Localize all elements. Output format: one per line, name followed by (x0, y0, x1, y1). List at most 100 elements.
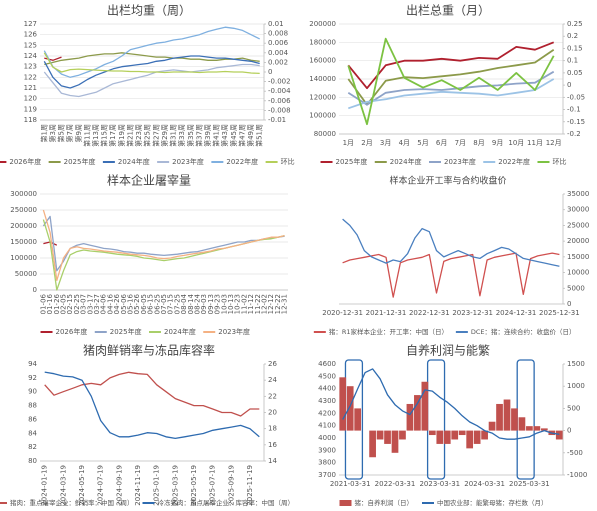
y-tick-label: 86 (28, 415, 37, 423)
y2-tick-label: 10000 (567, 269, 589, 277)
y2-tick-label: 0.01 (268, 20, 284, 28)
x-tick-label: 06-05 (140, 294, 148, 314)
y-tick-label: 127 (24, 20, 37, 28)
bar (421, 381, 429, 431)
chart-title: 样本企业屠宰量 (107, 173, 191, 188)
y-tick-label: 90 (28, 388, 37, 396)
chart-panel: 样本企业屠宰量 0 50000 100000 150000 200000 250000 300… (10, 173, 289, 337)
y2-tick-label: 15000 (567, 253, 589, 261)
y-tick-label: 4300 (318, 397, 336, 405)
bar (511, 408, 518, 431)
y2-tick-label: 20000 (567, 237, 589, 245)
x-tick-label: 2025-12-31 (539, 309, 580, 317)
x-tick-label: 10-23 (234, 294, 242, 314)
x-tick-label: 01-16 (46, 293, 54, 314)
x-tick-label: 2020-12-31 (322, 309, 363, 317)
y-tick-label: 120000 (309, 93, 336, 101)
legend-label: 2023年度 (218, 327, 250, 336)
x-tick-label: 10-03 (220, 294, 228, 314)
y-tick-label: 100000 (309, 112, 336, 120)
x-tick-label: 2025-03-19 (171, 465, 179, 506)
y2-tick-label: 14 (268, 457, 277, 465)
legend-label: 猪：R1家样本企业：开工率：中国（日） (329, 327, 448, 336)
series-line (42, 215, 285, 272)
x-tick-label: 第15周 (100, 124, 109, 147)
x-tick-label: 8月 (473, 139, 484, 147)
bar (518, 417, 526, 431)
y2-tick-label: -1000 (567, 471, 587, 479)
y-tick-label: 3700 (318, 471, 336, 479)
chart-title: 出栏均重（周） (107, 3, 191, 18)
y-tick-label: 126 (24, 31, 38, 39)
x-tick-label: 2022-12-31 (409, 309, 450, 317)
y2-tick-label: -0.05 (567, 93, 585, 101)
x-tick-label: 02-15 (66, 294, 74, 314)
x-tick-label: 11月 (527, 139, 543, 147)
legend-label: 2026年度 (56, 327, 88, 336)
y-tick-label: 200000 (10, 222, 37, 230)
y2-tick-label: 1500 (567, 360, 585, 368)
y2-tick-label: 0.1 (567, 57, 578, 65)
legend-label: 冷冻猪肉：重点屠宰企业：库容率：中国（周） (158, 498, 295, 507)
x-tick-label: 12-31 (281, 294, 289, 314)
legend-label: 2026年度 (9, 157, 41, 166)
bar (436, 430, 444, 444)
y2-tick-label: -0.002 (268, 78, 291, 86)
series-line (347, 37, 555, 126)
x-tick-label: 7月 (455, 139, 466, 147)
y-tick-label: 120 (24, 95, 37, 103)
x-tick-label: 12-02 (261, 294, 269, 314)
legend-label: 猪：自养利润（日） (355, 498, 414, 507)
x-tick-label: 第21周 (125, 124, 134, 147)
legend-label: 中国农业部：能繁母猪：存栏数（月） (437, 498, 548, 507)
legend-swatch (339, 500, 352, 506)
y2-tick-label: -0.008 (268, 106, 291, 114)
x-tick-label: 2021-03-31 (330, 480, 371, 488)
series-line (342, 368, 560, 440)
bar (428, 430, 436, 436)
x-tick-label: 第39周 (203, 124, 212, 147)
x-tick-label: 07-05 (160, 294, 168, 314)
x-tick-label: 2023-12-31 (452, 309, 493, 317)
x-tick-label: 04-06 (100, 293, 108, 314)
x-tick-label: 01-06 (39, 293, 47, 314)
x-tick-label: 第13周 (91, 124, 100, 147)
y2-tick-label: 0 (567, 300, 571, 308)
y-tick-label: 118 (24, 116, 37, 124)
x-tick-label: 12-22 (274, 294, 282, 314)
x-tick-label: 09-03 (200, 294, 208, 314)
y-tick-label: 4200 (318, 409, 336, 417)
x-tick-label: 08-14 (187, 293, 195, 314)
x-tick-label: 9月 (492, 139, 503, 147)
legend-label: 2024年度 (164, 327, 196, 336)
series-line (44, 371, 260, 440)
legend-label: 2024年度 (390, 157, 422, 166)
bar (533, 426, 541, 431)
series-line (347, 41, 555, 90)
series-line (43, 26, 260, 78)
y-tick-label: 4100 (318, 422, 336, 430)
x-tick-label: 第47周 (237, 124, 246, 147)
series-line (342, 252, 560, 298)
y2-tick-label: 0 (268, 68, 272, 76)
y2-tick-label: 0.002 (268, 58, 288, 66)
bar (451, 430, 459, 440)
y-tick-label: 50000 (15, 270, 37, 278)
legend-label: 2025年度 (110, 327, 142, 336)
x-tick-label: 09-23 (214, 294, 222, 314)
x-tick-label: 2024-09-19 (115, 465, 123, 506)
x-tick-label: 2025-07-19 (209, 465, 217, 506)
y2-tick-label: 26 (268, 360, 277, 368)
y-tick-label: 4600 (318, 360, 336, 368)
y-tick-label: 3800 (318, 459, 336, 467)
series-line (43, 63, 260, 98)
series-line (347, 48, 555, 106)
y-tick-label: 180000 (309, 38, 336, 46)
y-tick-label: 121 (24, 84, 37, 92)
x-tick-label: 08-24 (194, 293, 202, 314)
y2-tick-label: 0 (567, 81, 571, 89)
x-tick-label: 2025-03-31 (509, 480, 550, 488)
y-tick-label: 123 (24, 63, 37, 71)
y-tick-label: 80000 (314, 130, 336, 138)
y-tick-label: 150000 (10, 238, 37, 246)
